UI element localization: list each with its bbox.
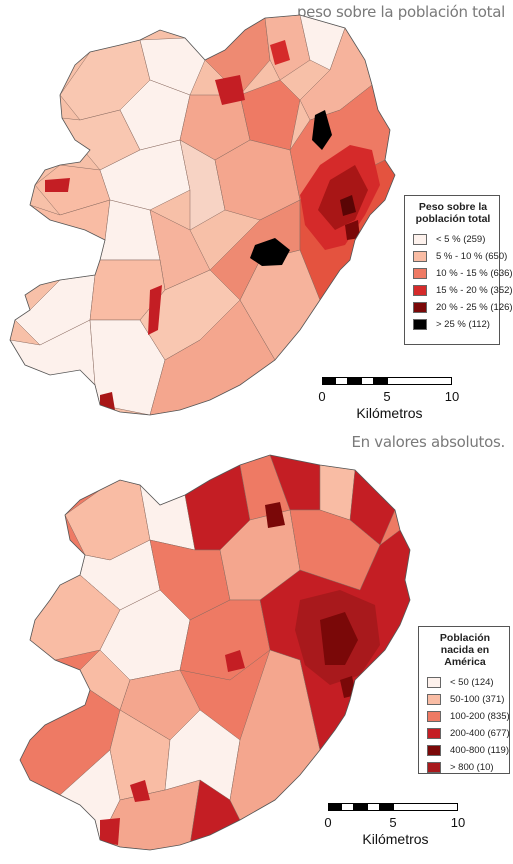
legend-swatch bbox=[413, 234, 427, 245]
legend-swatch bbox=[413, 285, 427, 296]
legend-item: 50-100 (371) bbox=[427, 691, 505, 708]
legend-bottom-title: Población nacida en América bbox=[439, 632, 491, 668]
scale-segment bbox=[335, 377, 348, 385]
scale-tick: 10 bbox=[444, 389, 460, 404]
scale-tick: 5 bbox=[389, 815, 397, 830]
legend-label: < 5 % (259) bbox=[436, 234, 486, 245]
legend-top: Peso sobre la población total < 5 % (259… bbox=[404, 195, 513, 345]
legend-item: 100-200 (835) bbox=[427, 708, 510, 725]
legend-swatch bbox=[413, 251, 427, 262]
legend-item: > 800 (10) bbox=[427, 759, 503, 776]
legend-swatch bbox=[413, 319, 427, 330]
scale-segment bbox=[367, 803, 380, 811]
legend-swatch bbox=[427, 711, 441, 722]
legend-item: 20 % - 25 % (126) bbox=[413, 299, 513, 316]
scale-bar-bottom: 0 5 10 Kilómetros bbox=[324, 803, 466, 848]
scale-segment bbox=[393, 803, 458, 811]
legend-label: 5 % - 10 % (650) bbox=[436, 251, 508, 262]
scale-segment bbox=[387, 377, 452, 385]
legend-swatch bbox=[427, 694, 441, 705]
scale-segment bbox=[361, 377, 374, 385]
legend-item: 10 % - 15 % (636) bbox=[413, 265, 513, 282]
scale-segment bbox=[354, 803, 367, 811]
scale-segment bbox=[341, 803, 354, 811]
legend-label: 20 % - 25 % (126) bbox=[436, 302, 513, 313]
legend-item: 15 % - 20 % (352) bbox=[413, 282, 513, 299]
legend-swatch bbox=[413, 268, 427, 279]
legend-item: 5 % - 10 % (650) bbox=[413, 248, 507, 265]
legend-label: 100-200 (835) bbox=[450, 711, 510, 722]
map-bottom-choropleth bbox=[19, 454, 411, 851]
legend-label: 15 % - 20 % (352) bbox=[436, 285, 513, 296]
legend-label: 400-800 (119) bbox=[450, 745, 509, 756]
caption-top: peso sobre la población total bbox=[296, 3, 505, 21]
legend-swatch bbox=[427, 728, 441, 739]
legend-swatch bbox=[427, 677, 441, 688]
scale-segment bbox=[328, 803, 341, 811]
legend-label: 10 % - 15 % (636) bbox=[436, 268, 513, 279]
legend-label: > 800 (10) bbox=[450, 762, 494, 773]
map-top-choropleth bbox=[9, 14, 396, 416]
scale-segment bbox=[380, 803, 393, 811]
legend-swatch bbox=[413, 302, 427, 313]
scale-tick: 10 bbox=[450, 815, 466, 830]
legend-item: 200-400 (677) bbox=[427, 725, 510, 742]
legend-bottom: Población nacida en América < 50 (124) 5… bbox=[418, 626, 510, 774]
legend-item: < 50 (124) bbox=[427, 674, 503, 691]
scale-tick: 0 bbox=[324, 815, 332, 830]
scale-segment bbox=[374, 377, 387, 385]
legend-item: 400-800 (119) bbox=[427, 742, 509, 759]
legend-top-title: Peso sobre la población total bbox=[415, 201, 491, 225]
scale-unit: Kilómetros bbox=[356, 405, 423, 421]
legend-label: < 50 (124) bbox=[450, 677, 494, 688]
scale-tick: 0 bbox=[318, 389, 326, 404]
legend-swatch bbox=[427, 762, 441, 773]
legend-item: < 5 % (259) bbox=[413, 231, 493, 248]
legend-swatch bbox=[427, 745, 441, 756]
scale-unit: Kilómetros bbox=[362, 831, 429, 847]
caption-middle: En valores absolutos. bbox=[351, 433, 505, 451]
legend-label: 50-100 (371) bbox=[450, 694, 505, 705]
scale-segment bbox=[322, 377, 335, 385]
legend-item: > 25 % (112) bbox=[413, 316, 493, 333]
legend-label: 200-400 (677) bbox=[450, 728, 510, 739]
scale-tick: 5 bbox=[383, 389, 391, 404]
scale-segment bbox=[348, 377, 361, 385]
legend-label: > 25 % (112) bbox=[436, 319, 490, 330]
scale-bar-top: 0 5 10 Kilómetros bbox=[318, 377, 460, 422]
